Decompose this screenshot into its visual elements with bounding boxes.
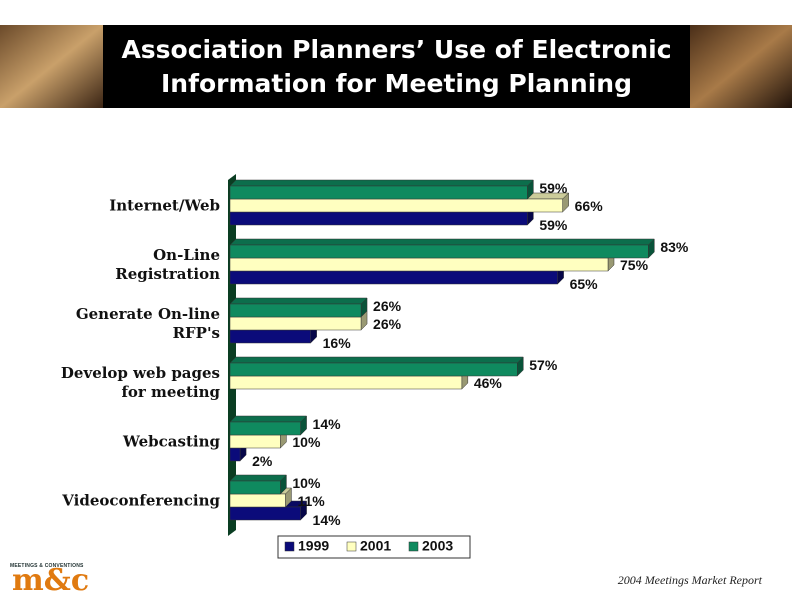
category-label: Generate On-line RFP's (75, 305, 220, 342)
bar (229, 257, 609, 272)
bar-top (229, 179, 534, 187)
bar (229, 506, 301, 521)
value-label: 14% (313, 512, 342, 528)
bar (229, 303, 362, 318)
bar (229, 434, 281, 449)
bar-top (229, 238, 655, 246)
value-label: 75% (620, 257, 649, 273)
bar (229, 244, 649, 259)
bar (229, 329, 311, 344)
legend-swatch (346, 541, 357, 552)
value-label: 83% (660, 239, 689, 255)
value-label: 65% (570, 276, 599, 292)
bar (229, 421, 301, 436)
value-label: 11% (297, 493, 325, 509)
value-label: 10% (292, 475, 321, 491)
value-label: 10% (292, 434, 321, 450)
value-label: 26% (373, 316, 402, 332)
logo-caption: MEETINGS & CONVENTIONS (10, 563, 84, 569)
legend-swatch (284, 541, 295, 552)
value-label: 14% (313, 416, 342, 432)
bar (229, 211, 528, 226)
value-label: 16% (323, 335, 352, 351)
bar-top (229, 415, 308, 423)
bar (229, 447, 241, 462)
legend-box (277, 535, 471, 559)
category-label: Develop web pages for meeting (60, 364, 220, 401)
logo: m&c (12, 563, 90, 598)
value-label: 2% (252, 453, 273, 469)
footer: 2004 Meetings Market Report (617, 573, 762, 587)
bar (229, 316, 362, 331)
bar (229, 375, 463, 390)
legend-label: 1999 (298, 538, 329, 554)
title: Association Planners’ Use of Electronic … (121, 34, 672, 98)
bar (229, 270, 558, 285)
bar-top (229, 474, 288, 482)
bar (229, 198, 563, 213)
banner-photo-right (690, 25, 792, 108)
bar-top (229, 297, 368, 305)
legend-label: 2001 (360, 538, 391, 554)
category-label: On-Line Registration (115, 246, 220, 283)
bar (229, 185, 528, 200)
bar (229, 362, 518, 377)
bar-top (229, 356, 524, 364)
category-label: Videoconferencing (62, 491, 220, 510)
category-label: Webcasting (123, 432, 220, 451)
title-banner (0, 25, 792, 108)
value-label: 57% (529, 357, 558, 373)
value-label: 46% (474, 375, 503, 391)
value-label: 59% (539, 180, 568, 196)
value-label: 26% (373, 298, 402, 314)
value-label: 59% (539, 217, 568, 233)
bar (229, 480, 281, 495)
bar (229, 493, 286, 508)
category-label: Internet/Web (109, 196, 220, 215)
legend-swatch (408, 541, 419, 552)
value-label: 66% (575, 198, 604, 214)
banner-photo-left (0, 25, 103, 108)
legend-label: 2003 (422, 538, 453, 554)
